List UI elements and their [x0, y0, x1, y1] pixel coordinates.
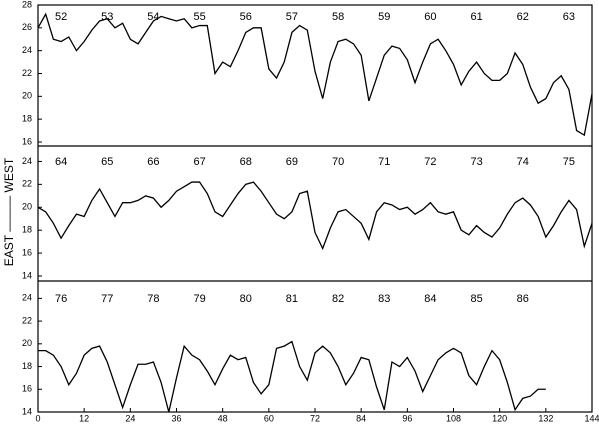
- year-label: 63: [563, 11, 575, 23]
- year-label: 67: [193, 156, 205, 168]
- y-tick-label: 24: [22, 156, 32, 166]
- year-label: 82: [332, 293, 344, 305]
- y-tick-label: 16: [22, 247, 32, 257]
- year-label: 80: [240, 293, 252, 305]
- year-label: 68: [240, 156, 252, 168]
- y-tick-label: 14: [22, 270, 32, 280]
- year-label: 76: [55, 293, 67, 305]
- y-tick-label: 20: [22, 91, 32, 101]
- data-line: [37, 181, 593, 251]
- year-label: 65: [101, 156, 113, 168]
- x-tick-label: 120: [492, 413, 507, 423]
- x-tick-label: 72: [310, 413, 320, 423]
- x-tick-label: 132: [538, 413, 553, 423]
- y-tick-label: 18: [22, 361, 32, 371]
- year-label: 75: [563, 156, 575, 168]
- x-tick-label: 48: [218, 413, 228, 423]
- y-tick-label: 22: [22, 315, 32, 325]
- year-label: 78: [147, 293, 159, 305]
- y-tick-label: 26: [22, 22, 32, 32]
- year-label: 56: [240, 11, 252, 23]
- year-label: 62: [517, 11, 529, 23]
- year-label: 55: [193, 11, 205, 23]
- year-label: 70: [332, 156, 344, 168]
- year-label: 81: [286, 293, 298, 305]
- y-tick-label: 24: [22, 45, 32, 55]
- y-tick-label: 24: [22, 293, 32, 303]
- x-tick-label: 24: [125, 413, 135, 423]
- year-label: 73: [470, 156, 482, 168]
- y-tick-label: 28: [22, 0, 32, 9]
- data-line: [37, 12, 593, 137]
- year-label: 74: [517, 156, 529, 168]
- year-label: 58: [332, 11, 344, 23]
- year-label: 52: [55, 11, 67, 23]
- year-label: 85: [470, 293, 482, 305]
- year-label: 57: [286, 11, 298, 23]
- x-tick-label: 0: [35, 413, 40, 423]
- y-tick-label: 16: [22, 136, 32, 146]
- y-axis-label: EAST ——— WEST: [2, 157, 16, 266]
- frame: [37, 4, 593, 413]
- year-label: 84: [424, 293, 436, 305]
- y-tick-label: 22: [22, 68, 32, 78]
- year-label: 77: [101, 293, 113, 305]
- year-label: 61: [470, 11, 482, 23]
- year-label: 72: [424, 156, 436, 168]
- x-tick-label: 84: [356, 413, 366, 423]
- data-line: [38, 340, 546, 413]
- year-label: 64: [55, 156, 67, 168]
- year-label: 66: [147, 156, 159, 168]
- year-label: 60: [424, 11, 436, 23]
- year-label: 53: [101, 11, 113, 23]
- x-tick-label: 144: [584, 413, 599, 423]
- y-tick-label: 22: [22, 179, 32, 189]
- x-tick-label: 96: [402, 413, 412, 423]
- x-tick-label: 12: [79, 413, 89, 423]
- x-tick-label: 108: [446, 413, 461, 423]
- y-tick-label: 18: [22, 114, 32, 124]
- y-tick-label: 18: [22, 225, 32, 235]
- y-tick-label: 20: [22, 202, 32, 212]
- year-label: 79: [193, 293, 205, 305]
- year-label: 71: [378, 156, 390, 168]
- y-tick-label: 14: [22, 406, 32, 416]
- y-tick-label: 16: [22, 384, 32, 394]
- x-tick-label: 36: [171, 413, 181, 423]
- year-label: 86: [517, 293, 529, 305]
- y-tick-label: 20: [22, 338, 32, 348]
- year-label: 83: [378, 293, 390, 305]
- x-tick-label: 60: [264, 413, 274, 423]
- year-label: 59: [378, 11, 390, 23]
- year-label: 69: [286, 156, 298, 168]
